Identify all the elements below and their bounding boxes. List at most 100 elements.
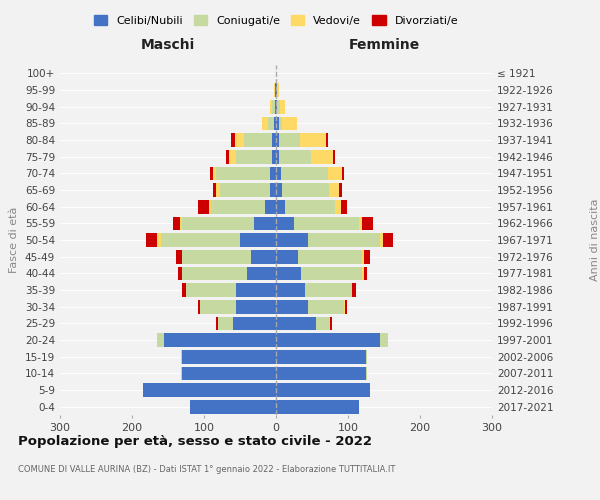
Bar [247,266,276,280]
Bar [301,266,362,280]
Bar [364,250,370,264]
Bar [229,150,236,164]
Bar [326,133,328,147]
Bar [181,350,182,364]
Bar [279,150,311,164]
Bar [235,133,244,147]
Y-axis label: Fasce di età: Fasce di età [10,207,19,273]
Bar [268,116,274,130]
Bar [270,100,272,114]
Bar [232,133,235,147]
Bar [270,183,276,197]
Bar [276,183,282,197]
Bar [240,233,276,247]
Bar [262,116,268,130]
Bar [157,333,164,347]
Bar [281,166,328,180]
Bar [380,333,388,347]
Bar [383,233,394,247]
Bar [265,200,276,213]
Bar [276,133,279,147]
Bar [366,350,367,364]
Bar [276,233,308,247]
Bar [275,83,276,97]
Bar [218,316,233,330]
Bar [178,266,182,280]
Bar [276,366,366,380]
Bar [216,166,270,180]
Bar [272,100,275,114]
Bar [173,216,180,230]
Bar [276,166,281,180]
Bar [190,400,276,413]
Bar [182,350,276,364]
Bar [279,133,301,147]
Bar [146,233,157,247]
Bar [276,333,380,347]
Bar [276,300,308,314]
Bar [276,266,301,280]
Bar [380,233,383,247]
Bar [143,383,276,397]
Bar [212,166,216,180]
Bar [330,316,332,330]
Bar [272,150,276,164]
Bar [280,100,286,114]
Bar [333,150,335,164]
Bar [329,183,340,197]
Bar [341,200,347,213]
Bar [364,266,367,280]
Bar [236,150,272,164]
Bar [277,100,280,114]
Bar [275,100,276,114]
Bar [157,233,161,247]
Bar [220,183,270,197]
Bar [276,116,279,130]
Text: COMUNE DI VALLE AURINA (BZ) - Dati ISTAT 1° gennaio 2022 - Elaborazione TUTTITAL: COMUNE DI VALLE AURINA (BZ) - Dati ISTAT… [18,465,395,474]
Bar [180,216,182,230]
Bar [274,83,275,97]
Bar [276,216,294,230]
Bar [161,233,240,247]
Bar [182,266,247,280]
Bar [186,283,236,297]
Bar [305,283,352,297]
Bar [276,316,316,330]
Bar [277,83,279,97]
Y-axis label: Anni di nascita: Anni di nascita [590,198,600,281]
Bar [340,183,341,197]
Bar [308,300,344,314]
Bar [345,300,347,314]
Bar [216,183,220,197]
Bar [362,266,364,280]
Text: Maschi: Maschi [141,38,195,52]
Bar [276,100,277,114]
Bar [233,316,276,330]
Bar [244,133,272,147]
Bar [236,300,276,314]
Legend: Celibi/Nubili, Coniugati/e, Vedovi/e, Divorziati/e: Celibi/Nubili, Coniugati/e, Vedovi/e, Di… [89,10,463,30]
Bar [276,350,366,364]
Bar [284,200,335,213]
Bar [274,116,276,130]
Bar [226,150,229,164]
Bar [182,283,186,297]
Bar [359,216,362,230]
Bar [276,200,284,213]
Bar [211,166,212,180]
Bar [362,250,364,264]
Bar [211,200,265,213]
Bar [276,383,370,397]
Bar [270,166,276,180]
Bar [198,300,200,314]
Bar [254,216,276,230]
Bar [276,400,359,413]
Bar [311,150,333,164]
Bar [251,250,276,264]
Bar [182,216,254,230]
Bar [182,366,276,380]
Bar [344,300,345,314]
Bar [366,366,367,380]
Bar [294,216,359,230]
Bar [352,283,356,297]
